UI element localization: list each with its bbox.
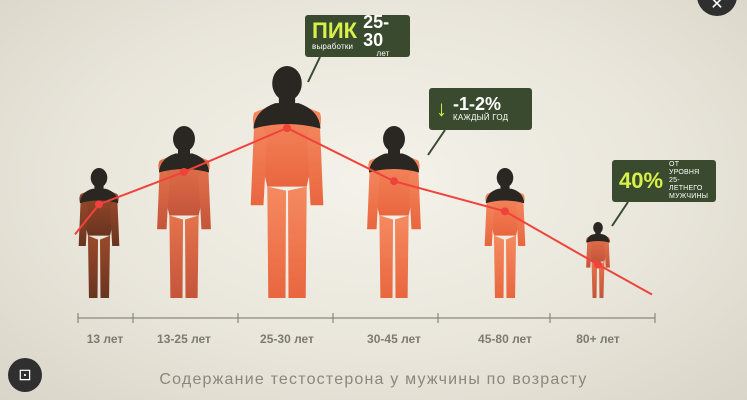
figure-neck: [94, 183, 104, 195]
figure-shoulders: [368, 153, 420, 173]
data-point: [390, 177, 398, 186]
lens-icon[interactable]: ⊡: [8, 358, 42, 392]
series-line: [74, 126, 653, 296]
figure-head: [383, 125, 405, 152]
figure-left-arm: [367, 162, 380, 230]
down-arrow-icon: ↓: [436, 96, 447, 121]
peak-label: ПИК: [312, 18, 358, 44]
callout-pointer: [611, 201, 629, 227]
figure-right-leg: [506, 235, 517, 298]
figure-neck: [177, 146, 191, 162]
data-point: [95, 200, 103, 209]
figure-shoulders: [79, 188, 119, 204]
figure-left-leg: [267, 186, 286, 298]
decline-period: КАЖДЫЙ ГОД: [453, 113, 509, 123]
figure-left-leg: [169, 215, 183, 298]
data-point: [501, 207, 509, 216]
figure-head: [593, 222, 603, 234]
figure-2: [250, 66, 324, 298]
figure-neck: [500, 183, 510, 195]
figure-shoulders: [586, 234, 610, 243]
x-tick-label: 80+ лет: [576, 332, 620, 346]
figure-right-arm: [604, 239, 610, 268]
figure-shoulders: [253, 103, 321, 129]
figure-1: [157, 125, 211, 298]
figure-shoulders: [158, 153, 210, 173]
x-tick-label: 45-80 лет: [478, 332, 532, 346]
chart-title: Содержание тестостерона у мужчины по воз…: [159, 371, 588, 388]
figure-head: [90, 168, 108, 188]
peak-age-unit: лет: [376, 49, 390, 59]
data-point: [594, 260, 602, 269]
figure-left-leg: [379, 215, 393, 298]
close-icon[interactable]: ✕: [697, 0, 737, 16]
figure-right-arm: [306, 114, 324, 206]
x-tick-label: 30-45 лет: [367, 332, 421, 346]
figure-left-arm: [78, 196, 88, 246]
figure-right-leg: [599, 261, 605, 298]
figure-0: [78, 168, 120, 298]
figure-right-arm: [408, 162, 421, 230]
data-point: [180, 167, 188, 176]
figure-shoulders: [485, 188, 525, 204]
x-tick-label: 13-25 лет: [157, 332, 211, 346]
figure-left-leg: [87, 235, 98, 298]
figure-neck: [387, 146, 401, 162]
figure-4: [484, 168, 526, 298]
figure-head: [496, 168, 514, 188]
peak-sub-label: выработки: [312, 42, 354, 52]
figure-head: [272, 66, 302, 101]
figure-neck: [595, 231, 601, 238]
figure-neck: [278, 93, 296, 114]
figure-5: [585, 222, 611, 298]
figure-head: [173, 125, 195, 152]
decline-rate: -1-2%: [453, 94, 502, 115]
figure-left-leg: [591, 261, 597, 298]
elderly-reference: ОТ УРОВНЯ 25-ЛЕТНЕГО МУЖЧИНЫ: [669, 160, 709, 201]
callout-pointer: [307, 56, 321, 83]
figure-right-leg: [100, 235, 111, 298]
figure-right-leg: [395, 215, 409, 298]
figure-right-leg: [185, 215, 199, 298]
figure-3: [367, 125, 421, 298]
figure-right-arm: [110, 196, 120, 246]
x-tick-label: 13 лет: [87, 332, 124, 346]
elderly-percent: 40%: [619, 168, 664, 193]
decline-callout: ↓ -1-2% КАЖДЫЙ ГОД: [429, 88, 532, 130]
figure-left-arm: [250, 114, 268, 206]
callout-pointer: [427, 129, 446, 156]
peak-age-range: 25-30: [363, 12, 390, 51]
elderly-callout: 40% ОТ УРОВНЯ 25-ЛЕТНЕГО МУЖЧИНЫ: [612, 160, 716, 202]
data-point: [283, 124, 291, 132]
figure-right-leg: [288, 186, 307, 298]
x-tick-label: 25-30 лет: [260, 332, 314, 346]
figure-right-arm: [198, 162, 211, 230]
peak-callout: ПИК выработки 25-30 лет: [305, 12, 410, 59]
figure-left-leg: [493, 235, 504, 298]
